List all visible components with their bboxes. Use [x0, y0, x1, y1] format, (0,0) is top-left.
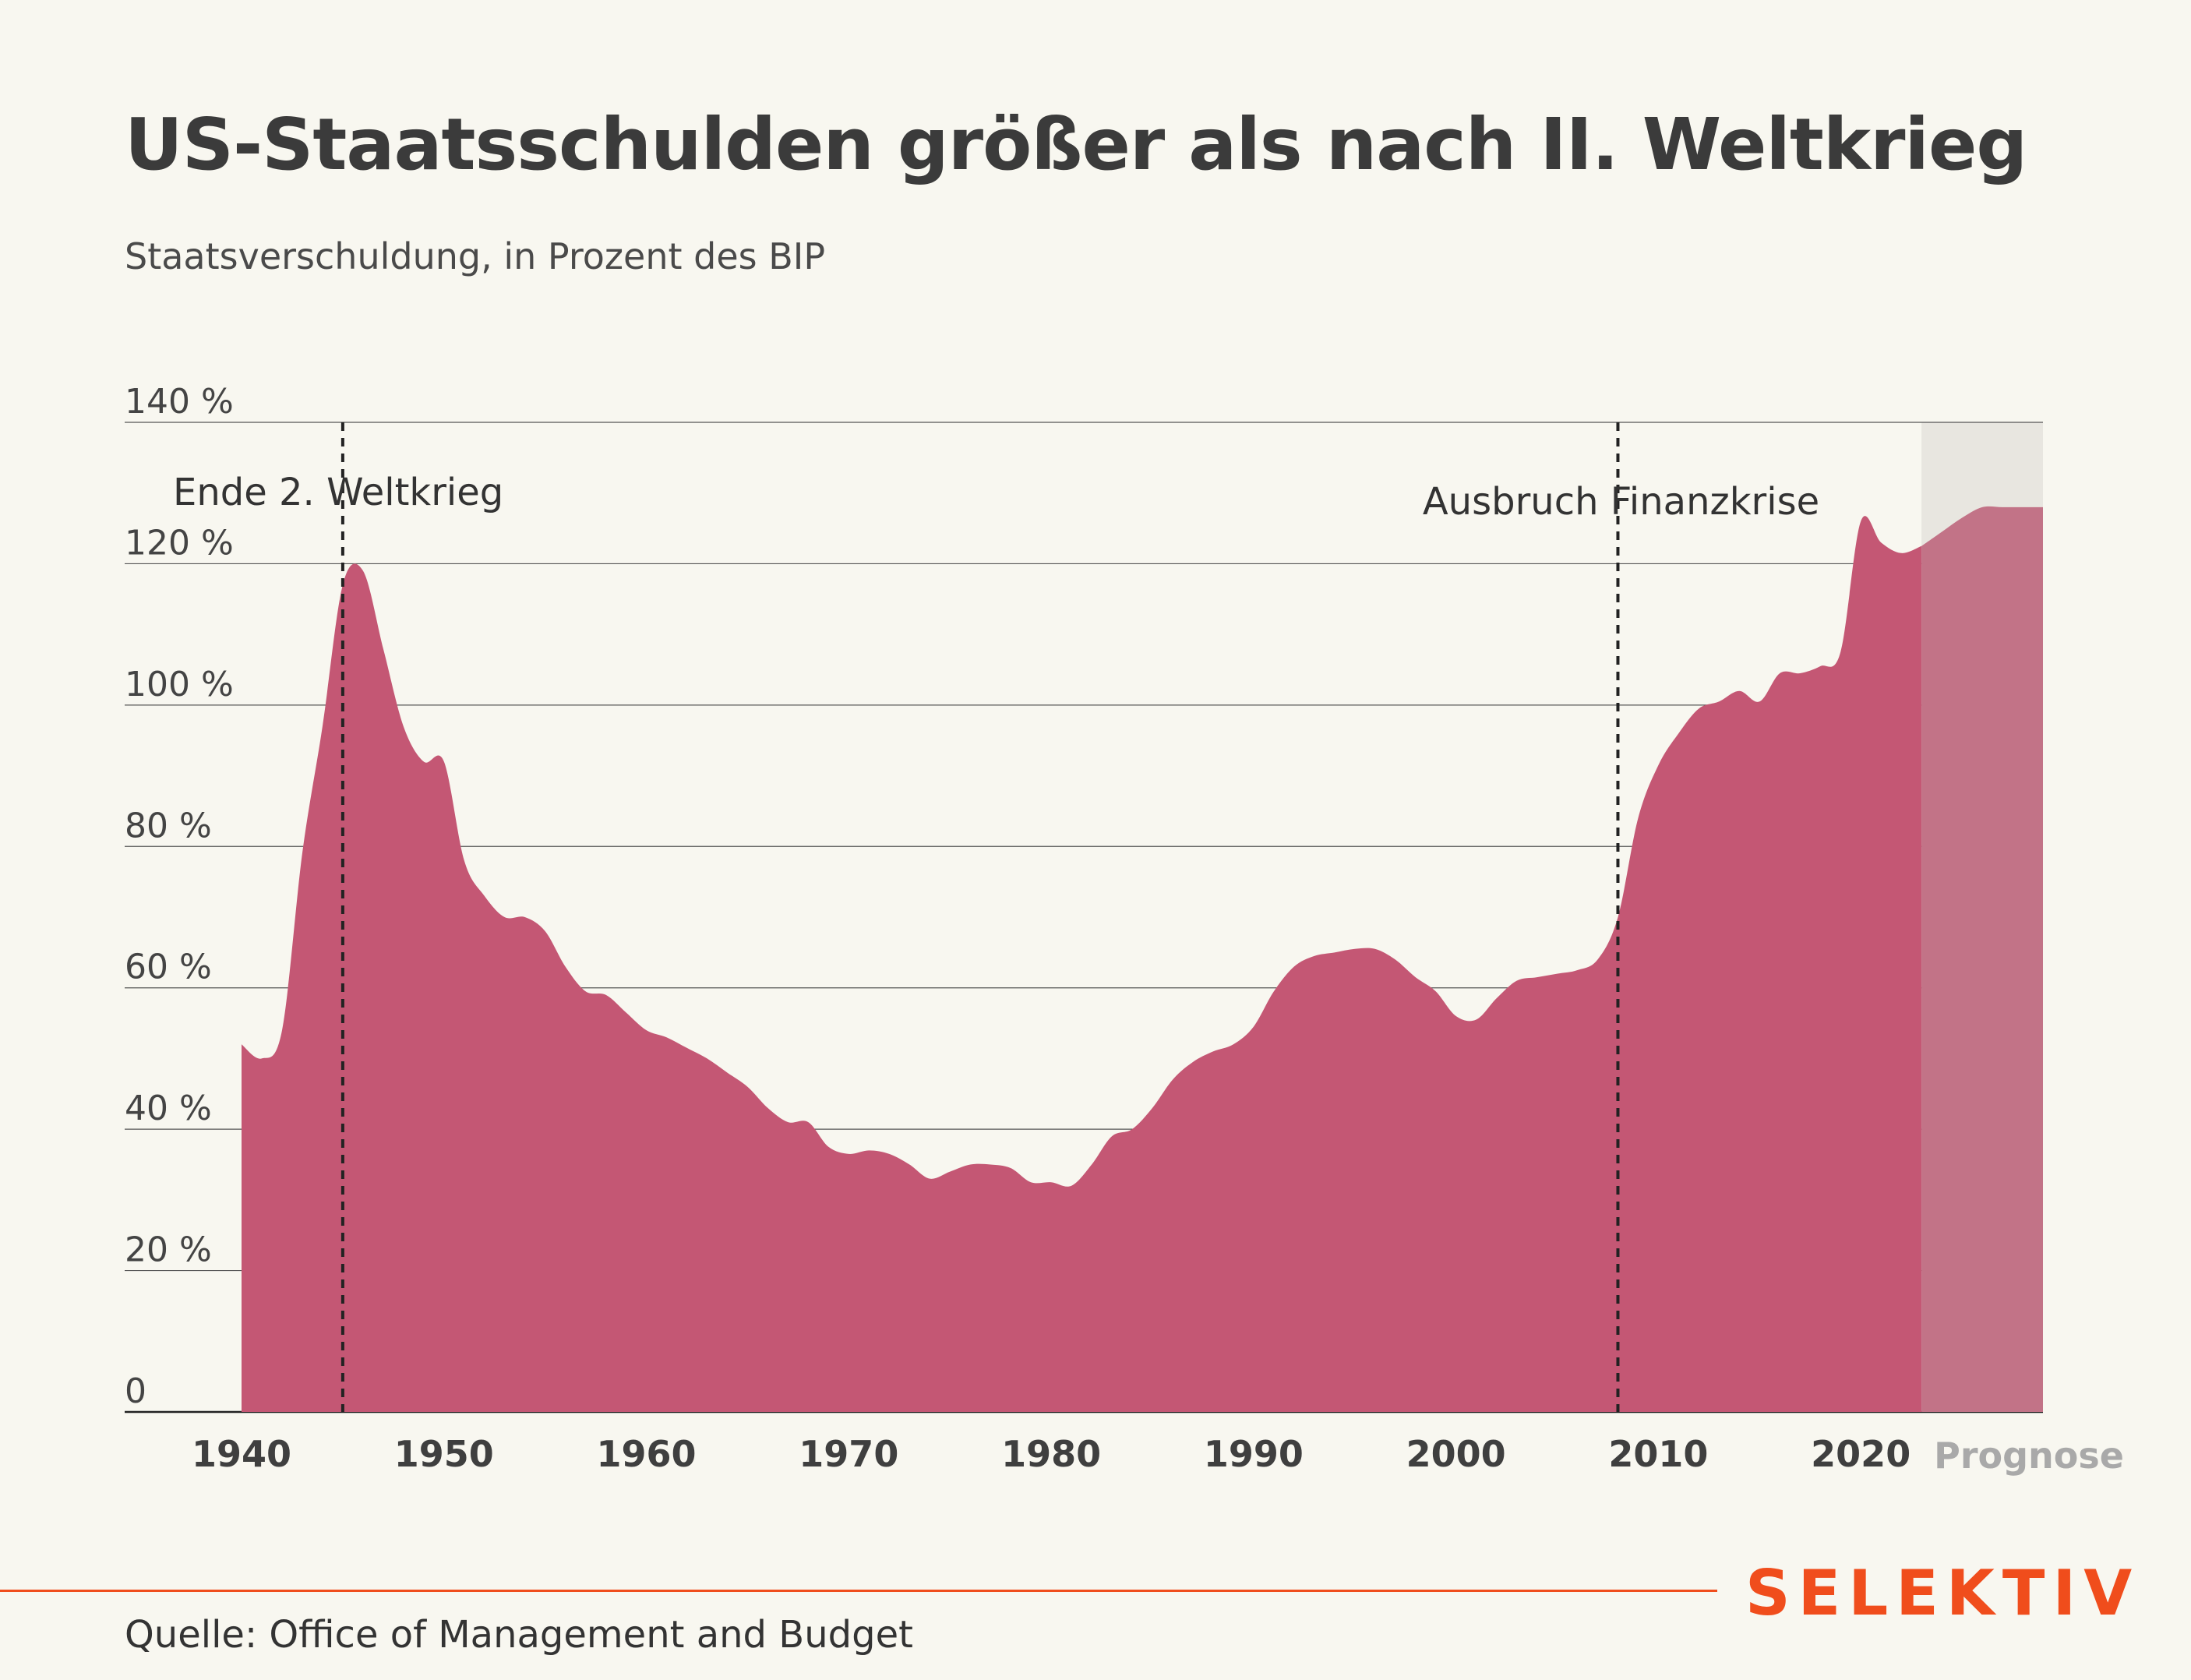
area-historical [242, 516, 1922, 1413]
chart-title: US-Staatsschulden größer als nach II. We… [125, 103, 2027, 186]
x-tick-label: 1960 [597, 1433, 697, 1475]
annotation-label: Ende 2. Weltkrieg [173, 471, 503, 514]
y-tick-label: 40 % [125, 1089, 212, 1128]
source-note: Quelle: Office of Management and Budget [125, 1613, 913, 1657]
annotations: Ende 2. Weltkrieg Ausbruch Finanzkrise [173, 422, 1819, 1412]
annotation-label: Ausbruch Finanzkrise [1423, 480, 1819, 524]
x-tick-label: 1990 [1204, 1433, 1304, 1475]
y-tick-label: 20 % [125, 1230, 212, 1270]
y-tick-label: 140 % [125, 382, 234, 422]
x-tick-label: 2020 [1811, 1433, 1911, 1475]
chart-subtitle: Staatsverschuldung, in Prozent des BIP [125, 235, 826, 277]
y-axis-ticks: 0 20 % 40 % 60 % 80 % 100 % 120 % 140 % [125, 382, 234, 1411]
y-tick-label: 80 % [125, 806, 212, 845]
x-tick-label: 2000 [1406, 1433, 1506, 1475]
y-tick-label: 120 % [125, 523, 234, 563]
brand-logo: SELEKTIV [1745, 1557, 2140, 1629]
y-tick-label: 100 % [125, 665, 234, 704]
x-tick-label: 1950 [394, 1433, 494, 1475]
x-tick-label: 1940 [192, 1433, 291, 1475]
area-forecast [1921, 506, 2043, 1412]
y-tick-label: 60 % [125, 948, 212, 987]
x-axis-ticks: 1940 1950 1960 1970 1980 1990 2000 2010 2020 [192, 1433, 1911, 1475]
x-tick-label: 1980 [1001, 1433, 1101, 1475]
footer-divider [0, 1590, 1717, 1592]
forecast-label: Prognose [1934, 1435, 2124, 1477]
x-tick-label: 1970 [799, 1433, 898, 1475]
y-tick-label: 0 [125, 1371, 146, 1411]
x-tick-label: 2010 [1608, 1433, 1708, 1475]
